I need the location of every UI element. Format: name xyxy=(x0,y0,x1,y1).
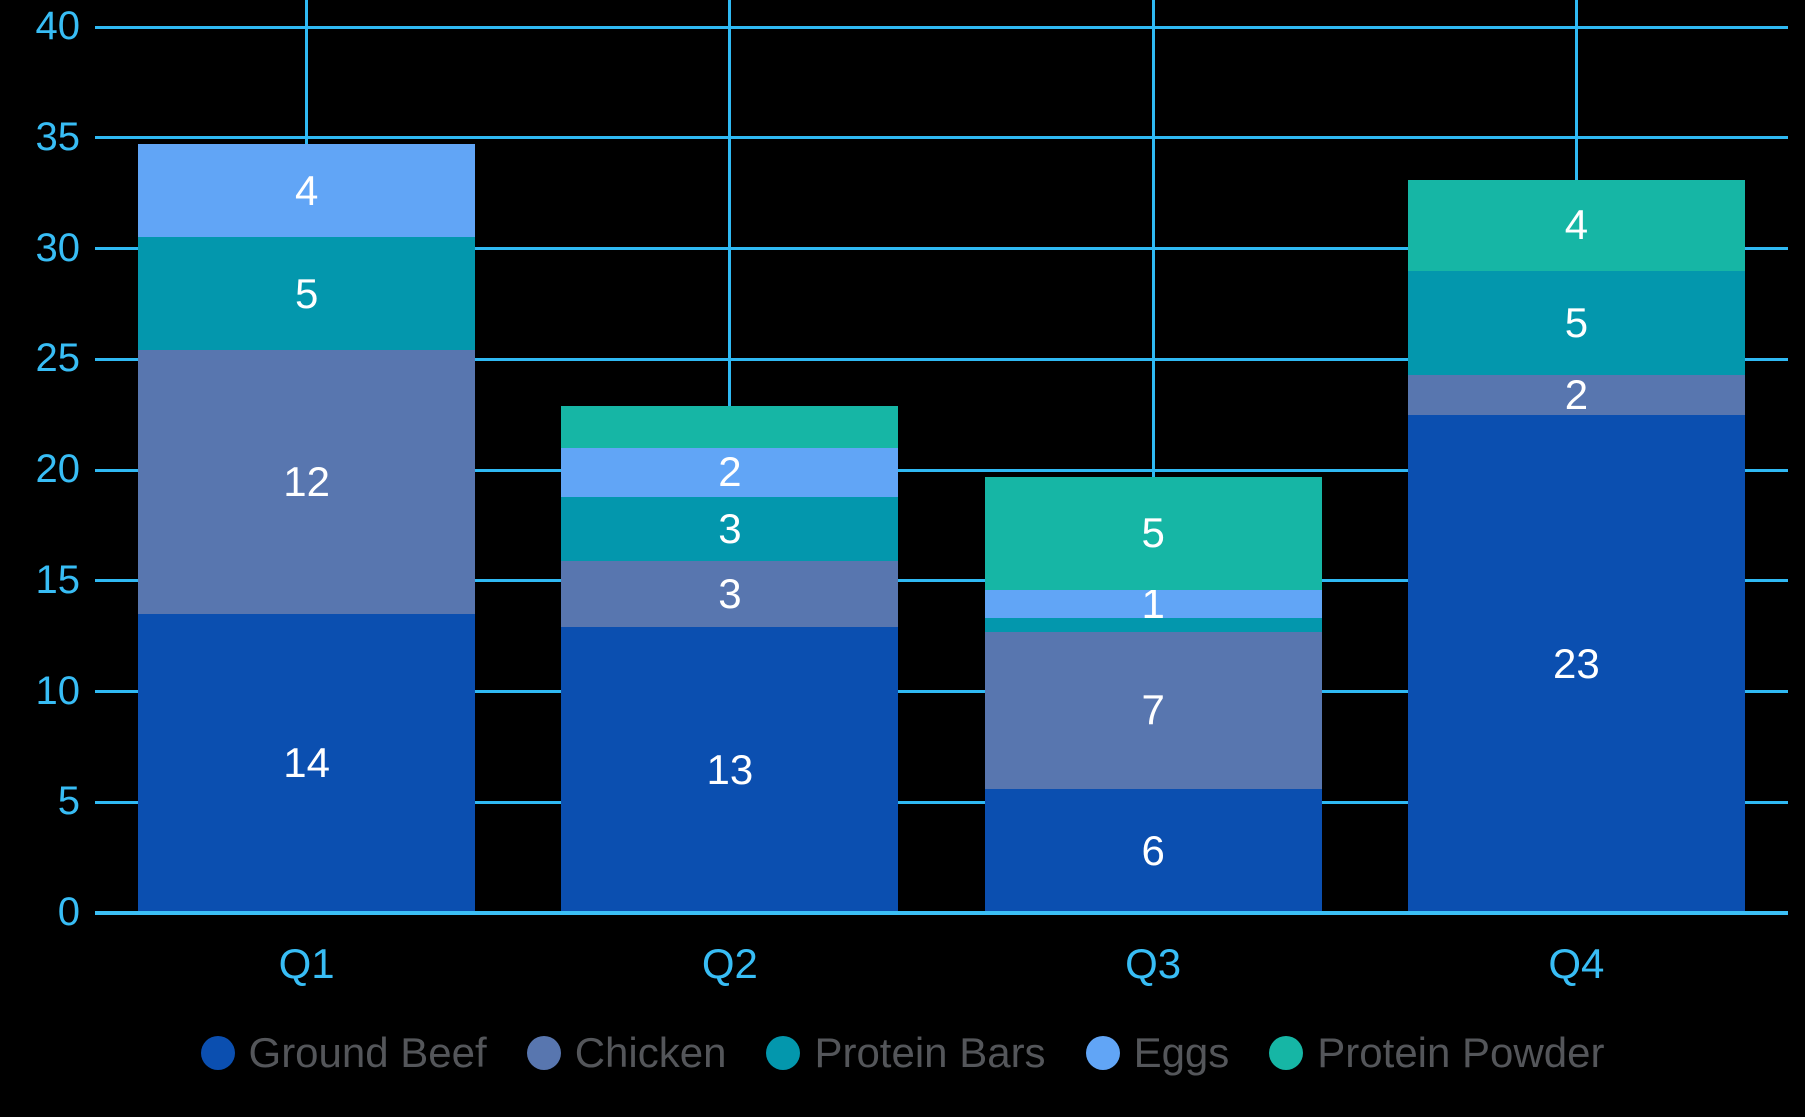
bar-q3-eggs[interactable]: 1 xyxy=(984,583,1322,625)
legend-label: Eggs xyxy=(1133,1029,1230,1076)
bar-q4-protein-bars[interactable]: 5 xyxy=(1407,270,1745,375)
legend-marker-protein-powder-icon xyxy=(1269,1036,1304,1070)
bar-q4-chicken[interactable]: 2 xyxy=(1407,370,1745,418)
bar-q1-eggs[interactable]: 4 xyxy=(138,144,476,238)
legend-label: Ground Beef xyxy=(248,1029,487,1076)
gridline-v-q3 xyxy=(1151,0,1155,913)
legend: Ground Beef Chicken Protein Bars Eggs Protei… xyxy=(0,1030,1805,1076)
bar-q2-protein-powder[interactable] xyxy=(561,405,899,448)
y-tick-label-40: 40 xyxy=(35,4,81,48)
gridline-h-25 xyxy=(95,357,1788,361)
bar-value-label: 3 xyxy=(718,570,742,618)
legend-marker-ground-beef-icon xyxy=(200,1036,235,1070)
bar-q4-ground-beef[interactable]: 23 xyxy=(1407,414,1745,913)
legend-item-ground-beef[interactable]: Ground Beef xyxy=(200,1029,487,1076)
bar-q1-chicken[interactable]: 12 xyxy=(138,350,476,614)
gridline-h-5 xyxy=(95,800,1788,804)
bar-q3-protein-powder[interactable]: 5 xyxy=(984,476,1322,590)
y-tick-label-0: 0 xyxy=(57,890,80,934)
gridline-h-40 xyxy=(95,25,1788,29)
legend-marker-eggs-icon xyxy=(1085,1036,1120,1070)
gridline-h-20 xyxy=(95,468,1788,472)
bar-q3-ground-beef[interactable]: 6 xyxy=(984,788,1322,913)
legend-label: Protein Powder xyxy=(1317,1029,1605,1076)
bar-value-label: 23 xyxy=(1553,639,1600,687)
bar-q1-protein-bars[interactable]: 5 xyxy=(138,237,476,351)
y-tick-label-15: 15 xyxy=(35,557,81,602)
bar-value-label: 12 xyxy=(283,458,330,506)
gridline-h-15 xyxy=(95,579,1788,583)
legend-item-eggs[interactable]: Eggs xyxy=(1085,1029,1230,1076)
legend-marker-chicken-icon xyxy=(526,1036,561,1070)
legend-label: Chicken xyxy=(574,1029,727,1076)
bar-q2-chicken[interactable]: 3 xyxy=(561,560,899,628)
legend-marker-protein-bars-icon xyxy=(766,1036,801,1070)
bar-q2-ground-beef[interactable]: 13 xyxy=(561,627,899,913)
x-tick-label-q2: Q2 xyxy=(701,940,758,987)
legend-label: Protein Bars xyxy=(814,1029,1046,1076)
y-tick-label-25: 25 xyxy=(35,336,81,381)
y-tick-label-20: 20 xyxy=(35,447,81,491)
gridline-h-10 xyxy=(95,690,1788,693)
x-tick-label-q1: Q1 xyxy=(278,940,335,987)
y-tick-label-30: 30 xyxy=(35,225,81,270)
gridline-h-35 xyxy=(95,136,1788,140)
bar-value-label: 7 xyxy=(1141,686,1165,734)
bar-q3-chicken[interactable]: 7 xyxy=(984,631,1322,789)
bar-value-label: 5 xyxy=(1564,298,1589,346)
legend-item-protein-powder[interactable]: Protein Powder xyxy=(1269,1030,1604,1076)
bar-value-label: 4 xyxy=(1564,201,1589,249)
x-tick-label-q3: Q3 xyxy=(1125,940,1182,987)
bar-value-label: 2 xyxy=(1564,370,1589,418)
bar-q4-protein-powder[interactable]: 4 xyxy=(1407,179,1745,271)
bar-value-label: 5 xyxy=(1141,509,1165,557)
bar-q2-protein-bars[interactable]: 3 xyxy=(561,496,899,561)
legend-item-protein-bars[interactable]: Protein Bars xyxy=(766,1029,1046,1076)
bar-value-label: 2 xyxy=(718,448,742,496)
x-axis-line xyxy=(95,911,1788,915)
gridline-h-30 xyxy=(95,247,1788,250)
bar-value-label: 1 xyxy=(1141,580,1165,627)
bar-value-label: 13 xyxy=(706,746,754,794)
x-tick-label-q4: Q4 xyxy=(1548,940,1605,987)
bar-q3-protein-bars[interactable] xyxy=(984,618,1322,632)
bar-value-label: 4 xyxy=(294,166,319,214)
bar-q1-ground-beef[interactable]: 14 xyxy=(138,613,476,913)
bar-value-label: 5 xyxy=(294,269,319,317)
bar-value-label: 3 xyxy=(718,504,742,552)
legend-item-chicken[interactable]: Chicken xyxy=(526,1029,727,1076)
bar-value-label: 6 xyxy=(1141,826,1165,874)
y-tick-label-5: 5 xyxy=(57,779,80,824)
y-tick-label-10: 10 xyxy=(35,668,81,713)
bar-value-label: 14 xyxy=(283,739,330,787)
bar-q2-eggs[interactable]: 2 xyxy=(561,447,899,497)
y-tick-label-35: 35 xyxy=(35,114,81,159)
